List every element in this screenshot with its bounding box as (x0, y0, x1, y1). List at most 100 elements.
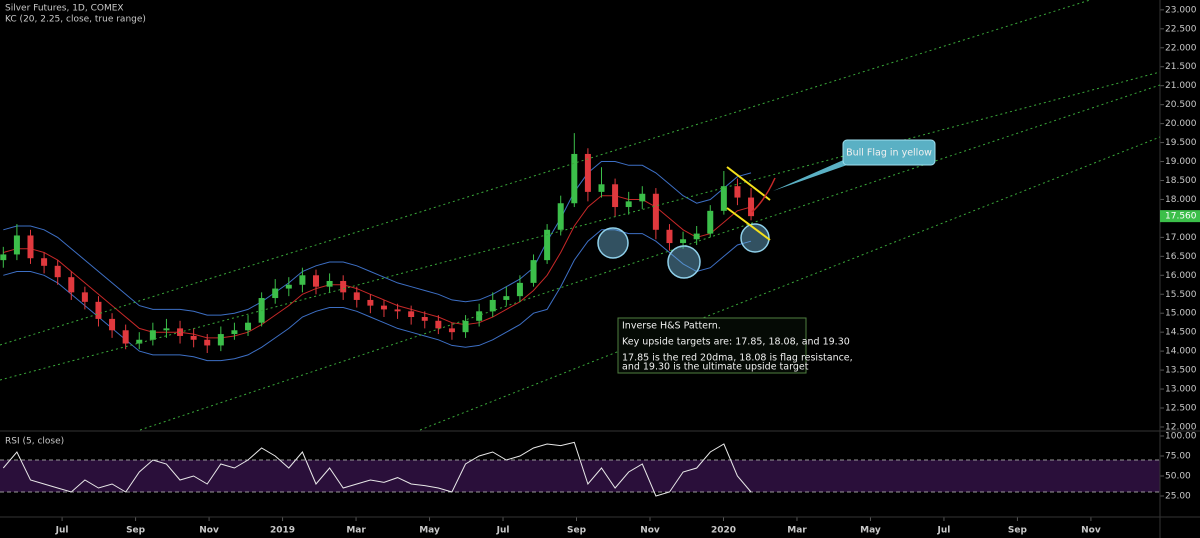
trend-channel (0, 0, 1161, 431)
last-price-label: 17.560 (1165, 212, 1197, 222)
x-tick-label: Jul (937, 526, 951, 536)
candle-body (312, 275, 319, 287)
shoulder-circles (597, 223, 770, 279)
candle-body (680, 239, 687, 244)
y-tick-label: 13.500 (1165, 366, 1197, 376)
y-tick-label: 23.000 (1165, 5, 1197, 15)
candle-body (394, 309, 401, 312)
candle-body (299, 275, 306, 285)
x-tick-label: Mar (787, 526, 807, 536)
note-text: 17.85 is the red 20dma, 18.08 is flag re… (622, 353, 853, 364)
candle-body (0, 254, 7, 261)
pane-title: RSI (5, close) (5, 437, 64, 447)
candle-body (666, 229, 673, 244)
candle-body (163, 328, 170, 331)
note-box (617, 317, 807, 374)
bull-flag (726, 166, 771, 241)
candle-body (27, 235, 34, 259)
channel-line (419, 136, 1161, 431)
y-tick-label: 20.500 (1165, 100, 1197, 110)
candle-body (231, 330, 238, 335)
chart-title: Silver Futures, 1D, COMEX (5, 4, 124, 14)
candle-body (707, 210, 714, 234)
x-tick-label: 2020 (711, 526, 736, 536)
keltner-basis (3, 195, 752, 339)
candle-body (95, 301, 102, 319)
y-tick-label: 50.00 (1165, 472, 1191, 482)
y-tick-label: 21.500 (1165, 62, 1197, 72)
y-tick-label: 15.500 (1165, 290, 1197, 300)
callout-text: Bull Flag in yellow (846, 148, 932, 159)
candle-body (380, 305, 387, 310)
y-tick-label: 20.000 (1165, 119, 1197, 129)
y-tick-label: 19.000 (1165, 157, 1197, 167)
circle-marker (667, 245, 701, 279)
candle-body (340, 280, 347, 293)
candle-body (285, 284, 292, 289)
y-tick-label: 14.500 (1165, 328, 1197, 338)
candle-body (693, 233, 700, 240)
level-band (0, 460, 1160, 492)
plot-area: 12.000 12.500 13.000 13.500 14.000 14.500 15.0… (0, 5, 1197, 536)
last-price-tag (1160, 210, 1200, 223)
note-text: and 19.30 is the ultimate upside target (622, 362, 809, 373)
circle-marker (597, 227, 629, 259)
candle-body (421, 317, 428, 321)
x-tick-label: Jul (496, 526, 510, 536)
y-tick-label: 25.00 (1165, 492, 1191, 502)
y-tick-label: 12.500 (1165, 404, 1197, 414)
channel-line (139, 84, 1161, 431)
x-tick-label: Nov (1081, 526, 1101, 536)
channel-line (0, 71, 1161, 381)
candle-body (136, 339, 143, 344)
candle-body (435, 320, 442, 329)
projection-arrow (751, 177, 776, 213)
y-tick-label: 15.000 (1165, 309, 1197, 319)
y-tick-label: 13.000 (1165, 385, 1197, 395)
flag-line (726, 207, 771, 241)
y-tick-label: 16.000 (1165, 271, 1197, 281)
rsi-line (2, 441, 752, 497)
candle-body (367, 299, 374, 306)
bull-flag-callout: Bull Flag in yellow (773, 139, 936, 191)
y-tick-label: 19.500 (1165, 138, 1197, 148)
candle-body (217, 334, 224, 346)
candle-body (122, 330, 129, 344)
candle-body (408, 311, 415, 318)
x-tick-label: Jul (55, 526, 69, 536)
indicator-label: KC (20, 2.25, close, true range) (5, 15, 146, 25)
candle-body (81, 292, 88, 302)
candle-body (639, 193, 646, 202)
y-tick-label: 21.000 (1165, 81, 1197, 91)
y-tick-label: 12.000 (1165, 422, 1197, 432)
candle-body (734, 186, 741, 198)
candle-body (530, 260, 537, 283)
callout-pointer (773, 158, 850, 191)
x-tick-label: May (860, 526, 881, 536)
candle-body (612, 184, 619, 208)
channel-line (0, 0, 1091, 346)
x-tick-label: Mar (346, 526, 366, 536)
candle-body (68, 277, 75, 293)
candle-body (149, 330, 156, 340)
circle-marker (740, 223, 770, 253)
candle-body (720, 186, 727, 211)
candle-body (748, 197, 755, 217)
candle-body (190, 335, 197, 340)
x-tick-label: Sep (126, 526, 146, 536)
candle-body (462, 320, 469, 333)
candle-body (448, 328, 455, 333)
x-tick-label: May (419, 526, 440, 536)
pattern-note: Inverse H&S Pattern. Key upside targets … (617, 317, 853, 374)
x-tick-label: Sep (1008, 526, 1028, 536)
candle-body (584, 153, 591, 192)
candle-body (557, 203, 564, 230)
y-tick-label: 14.000 (1165, 347, 1197, 357)
y-tick-label: 18.000 (1165, 195, 1197, 205)
candle-body (625, 201, 632, 208)
candle-body (571, 153, 578, 204)
candle-body (489, 299, 496, 312)
candle-body (503, 296, 510, 300)
y-tick-label: 22.000 (1165, 43, 1197, 53)
